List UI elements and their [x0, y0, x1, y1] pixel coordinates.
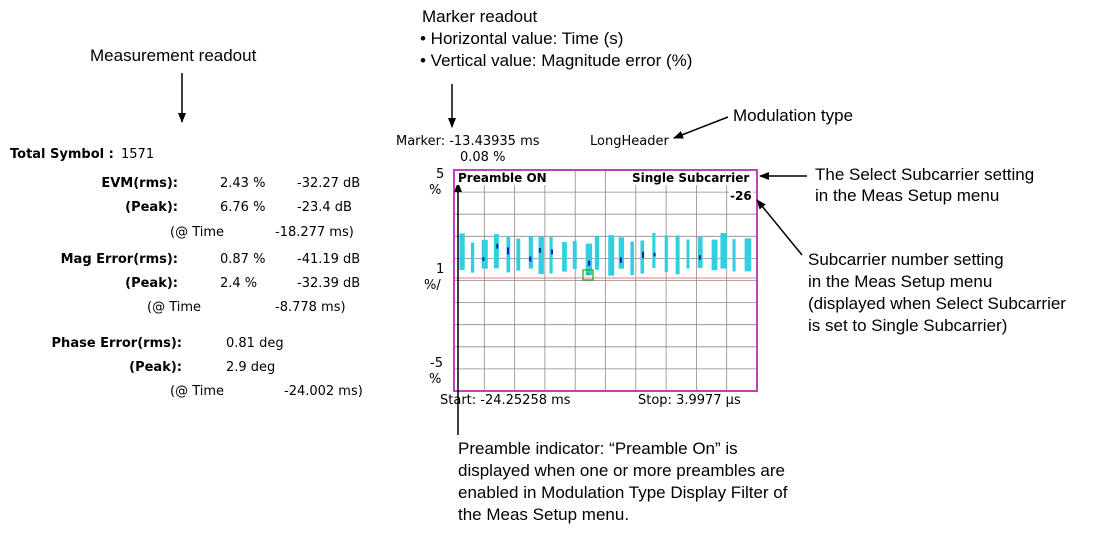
marker-readout-callout-title: Marker readout [422, 7, 538, 26]
plot-grid [454, 170, 757, 391]
subcarrier-mode-indicator: Single Subcarrier [631, 171, 751, 185]
evm-peak-db: -23.4 dB [297, 200, 352, 215]
marker-readout-callout-horizontal: • Horizontal value: Time (s) [420, 29, 624, 48]
y-mid-label: 1 [436, 262, 445, 277]
trace-peak [642, 251, 645, 259]
mag-error-peak-label: (Peak): [125, 276, 178, 291]
subcarrier-number-callout-line3: (displayed when Select Subcarrier [808, 294, 1066, 313]
mag-error-peak-time-value: -8.778 ms) [275, 300, 346, 315]
modulation-type-arrow [673, 116, 729, 139]
mag-error-peak-percent: 2.4 % [220, 276, 258, 291]
start-time-label: Start: -24.25258 ms [440, 393, 571, 408]
magnitude-error-plot: * [453, 169, 758, 392]
trace-peak [550, 249, 553, 255]
marker-glyph: * [586, 271, 590, 280]
evm-peak-label: (Peak): [125, 200, 178, 215]
trace-burst [711, 239, 718, 271]
mag-error-rms-percent: 0.87 % [220, 252, 266, 267]
mag-error-peak-db: -32.39 dB [297, 276, 361, 291]
preamble-indicator: Preamble ON [457, 171, 548, 185]
evm-peak-percent: 6.76 % [220, 200, 266, 215]
phase-error-rms-label: Phase Error(rms): [51, 336, 182, 351]
trace-burst [732, 239, 736, 272]
trace-peak [482, 257, 485, 261]
trace-burst [506, 237, 511, 273]
total-symbol-value: 1571 [121, 147, 155, 162]
trace-burst [618, 237, 625, 269]
evm-peak-time-value: -18.277 ms) [275, 225, 354, 240]
trace-burst [608, 235, 615, 276]
select-subcarrier-callout-line1: The Select Subcarrier setting [815, 165, 1035, 184]
trace-peak [506, 247, 509, 255]
evm-peak-time-label: (@ Time [170, 225, 225, 240]
trace-peak [496, 243, 499, 249]
y-top-unit: % [429, 183, 442, 198]
trace-burst [720, 232, 727, 269]
y-bottom-unit: % [429, 372, 442, 387]
subcarrier-number-callout-line2: in the Meas Setup menu [808, 272, 993, 291]
trace-burst [744, 238, 752, 272]
preamble-callout-line2: displayed when one or more preambles are [458, 461, 785, 480]
magnitude-error-trace [459, 232, 752, 276]
trace-peak [698, 255, 701, 260]
y-mid-unit: %/ [424, 278, 441, 293]
mag-error-rms-db: -41.19 dB [297, 252, 361, 267]
trace-peak [538, 247, 541, 253]
trace-burst [585, 243, 593, 276]
trace-burst [664, 235, 668, 272]
trace-burst [630, 241, 634, 276]
preamble-callout-line1: Preamble indicator: “Preamble On” is [458, 439, 738, 458]
evm-rms-db: -32.27 dB [297, 176, 361, 191]
measurement-readout-callout: Measurement readout [90, 46, 257, 65]
evm-rms-percent: 2.43 % [220, 176, 266, 191]
subcarrier-number-indicator: -26 [729, 189, 753, 203]
trace-burst [549, 236, 553, 274]
trace-burst [697, 236, 703, 269]
trace-burst [594, 236, 600, 270]
trace-peak [529, 256, 532, 262]
trace-burst [459, 233, 465, 270]
marker-readout-callout-vertical: • Vertical value: Magnitude error (%) [420, 51, 693, 70]
y-top-label: 5 [436, 167, 445, 182]
phase-error-rms-value: 0.81 deg [226, 336, 284, 351]
phase-error-peak-time-label: (@ Time [170, 384, 225, 399]
mag-error-peak-time-label: (@ Time [147, 300, 202, 315]
y-bottom-label: -5 [430, 356, 443, 371]
trace-burst [675, 235, 680, 275]
subcarrier-number-arrow [756, 199, 803, 256]
marker-value: 0.08 % [460, 150, 506, 165]
trace-burst [493, 234, 499, 269]
marker-readout: Marker: -13.43935 ms [396, 134, 540, 149]
trace-burst [470, 242, 475, 273]
trace-burst [572, 240, 577, 270]
preamble-callout-line4: the Meas Setup menu. [458, 505, 630, 524]
phase-error-peak-label: (Peak): [129, 360, 182, 375]
trace-burst [481, 239, 488, 269]
trace-burst [538, 236, 544, 275]
evm-rms-label: EVM(rms): [101, 176, 178, 191]
preamble-callout-line3: enabled in Modulation Type Display Filte… [458, 483, 788, 502]
trace-burst [652, 232, 656, 269]
subcarrier-number-callout-line1: Subcarrier number setting [808, 250, 1004, 269]
trace-burst [516, 238, 521, 271]
trace-peak [588, 260, 591, 266]
trace-burst [686, 239, 690, 269]
trace-burst [562, 242, 567, 272]
trace-peak [653, 252, 656, 257]
plot-frame [453, 169, 758, 392]
trace-burst [528, 236, 534, 269]
subcarrier-number-callout-line4: is set to Single Subcarrier) [808, 316, 1008, 335]
phase-error-peak-value: 2.9 deg [226, 360, 276, 375]
mag-error-rms-label: Mag Error(rms): [60, 252, 178, 267]
phase-error-peak-time-value: -24.002 ms) [284, 384, 363, 399]
modulation-type-callout: Modulation type [733, 106, 854, 125]
stop-time-label: Stop: 3.9977 µs [638, 393, 741, 408]
marker-box [582, 269, 594, 281]
select-subcarrier-callout-line2: in the Meas Setup menu [815, 186, 1000, 205]
total-symbol-label: Total Symbol : [10, 147, 114, 162]
trace-peak [619, 257, 622, 263]
modulation-type-value: LongHeader [590, 134, 669, 149]
